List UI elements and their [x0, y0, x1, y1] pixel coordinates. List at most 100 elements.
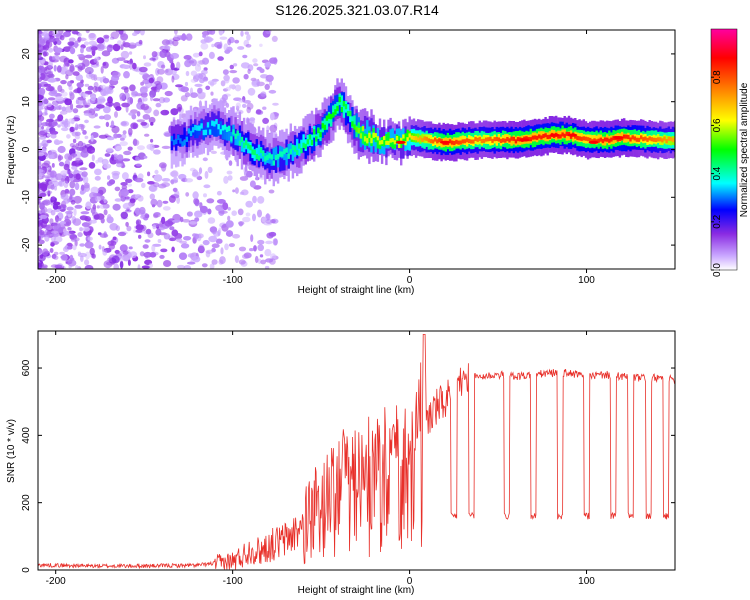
- heatmap-ridge-cell: [495, 136, 498, 141]
- heatmap-noise-blob: [174, 30, 178, 35]
- heatmap-noise-blob: [178, 252, 188, 260]
- heatmap-noise-blob: [127, 189, 134, 194]
- heatmap-ridge-cell: [304, 143, 307, 150]
- heatmap-noise-blob: [88, 32, 97, 41]
- heatmap-ridge-cell: [285, 153, 288, 166]
- heatmap-noise-blob: [129, 62, 133, 70]
- heatmap-noise-blob: [101, 50, 111, 57]
- heatmap-ridge-cell: [387, 140, 390, 145]
- heatmap-ridge-cell: [412, 136, 416, 141]
- heatmap-noise-blob: [211, 243, 220, 248]
- heatmap-noise-blob: [164, 132, 172, 137]
- heatmap-noise-blob: [72, 218, 82, 226]
- heatmap-noise-blob: [77, 140, 84, 147]
- heatmap-noise-blob: [192, 191, 199, 200]
- heatmap-noise-blob: [216, 44, 222, 49]
- heatmap-ridge-cell: [565, 131, 568, 141]
- heatmap-noise-blob: [223, 43, 229, 51]
- heatmap-noise-blob: [84, 264, 94, 269]
- heatmap-ridge-cell: [589, 137, 592, 142]
- heatmap-noise-blob: [148, 116, 156, 124]
- heatmap-noise-blob: [102, 249, 108, 256]
- heatmap-noise-blob: [38, 73, 41, 78]
- heatmap-noise-blob: [88, 162, 96, 169]
- heatmap-noise-blob: [42, 51, 48, 57]
- colorbar-tick-label: 0.8: [712, 70, 723, 84]
- heatmap-noise-blob: [67, 227, 72, 231]
- heatmap-ridge-cell: [457, 140, 460, 145]
- heatmap-noise-blob: [107, 175, 111, 180]
- heatmap-noise-blob: [192, 52, 200, 58]
- heatmap-noise-blob: [120, 120, 130, 127]
- heatmap-ridge-cell: [391, 138, 394, 143]
- heatmap-noise-blob: [222, 69, 229, 75]
- heatmap-ridge-cell: [546, 134, 549, 139]
- heatmap-noise-blob: [159, 50, 167, 58]
- colorbar-ticks: 0.0 0.2 0.4 0.6 0.8: [711, 70, 723, 277]
- heatmap-noise-blob: [215, 238, 223, 244]
- colorbar-tick-label: 0.2: [712, 214, 723, 228]
- heatmap-noise-blob: [77, 54, 85, 57]
- heatmap-noise-blob: [161, 163, 167, 172]
- heatmap-ridge-cell: [361, 132, 365, 144]
- heatmap-ridge-cell: [346, 110, 350, 117]
- heatmap-ridge-cell: [228, 125, 231, 131]
- heatmap-noise-blob: [57, 145, 66, 154]
- heatmap-noise-blob: [107, 96, 113, 104]
- heatmap-noise-blob: [210, 150, 217, 154]
- heatmap-noise-blob: [251, 80, 260, 88]
- heatmap-noise-blob: [43, 83, 52, 87]
- heatmap-ridge-cell: [257, 144, 261, 157]
- heatmap-noise-blob: [202, 34, 207, 38]
- heatmap-noise-blob: [93, 214, 100, 220]
- heatmap-noise-blob: [73, 208, 77, 217]
- heatmap-noise-blob: [54, 104, 60, 110]
- heatmap-ridge-cell: [242, 142, 246, 148]
- heatmap-noise-blob: [108, 179, 116, 185]
- heatmap-noise-blob: [181, 33, 187, 41]
- heatmap-ridge-cell: [266, 154, 269, 160]
- heatmap-ridge-cell: [330, 103, 333, 124]
- heatmap-noise-blob: [249, 248, 254, 252]
- heatmap-noise-blob: [142, 97, 148, 102]
- heatmap-noise-blob: [75, 135, 80, 140]
- heatmap-noise-blob: [176, 103, 183, 111]
- heatmap-ridge-cell: [383, 135, 386, 140]
- heatmap-noise-blob: [229, 70, 238, 74]
- heatmap-noise-blob: [150, 122, 154, 126]
- heatmap-noise-blob: [84, 241, 94, 249]
- heatmap-noise-blob: [171, 246, 175, 253]
- heatmap-noise-blob: [83, 182, 90, 189]
- heatmap-ridge-cell: [359, 126, 363, 139]
- heatmap-noise-blob: [82, 130, 87, 135]
- heatmap-noise-blob: [161, 178, 171, 182]
- heatmap-noise-blob: [232, 189, 236, 193]
- colorbar: 0.0 0.2 0.4 0.6 0.8 Normalized spectral ampl…: [710, 28, 750, 277]
- heatmap-ridge-cell: [219, 121, 222, 133]
- heatmap-ridge-cell: [642, 137, 645, 142]
- heatmap-noise-blob: [104, 153, 111, 157]
- heatmap-ridge-cell: [279, 151, 282, 157]
- heatmap-noise-blob: [103, 114, 112, 121]
- heatmap-noise-blob: [53, 236, 63, 243]
- heatmap-ridge-cell: [208, 120, 212, 132]
- heatmap-noise-blob: [117, 154, 124, 161]
- heatmap-ridge-cell: [334, 109, 337, 115]
- heatmap-noise-blob: [151, 51, 158, 58]
- heatmap-ridge-cell: [217, 124, 220, 130]
- heatmap-ridge-cell: [629, 137, 632, 142]
- heatmap-x-tick-label: 0: [407, 275, 413, 286]
- heatmap-noise-blob: [164, 90, 173, 97]
- heatmap-noise-blob: [85, 30, 90, 34]
- heatmap-ridge-cell: [302, 142, 305, 148]
- heatmap-ridge-cell: [175, 124, 178, 146]
- heatmap-noise-blob: [180, 86, 189, 93]
- heatmap-noise-blob: [123, 150, 132, 156]
- heatmap-ridge-cell: [177, 134, 180, 140]
- heatmap-noise-blob: [103, 106, 111, 114]
- heatmap-ridge-cell: [366, 138, 369, 144]
- heatmap-noise-blob: [97, 96, 106, 104]
- heatmap-noise-blob: [49, 113, 55, 119]
- heatmap-noise-blob: [73, 237, 80, 242]
- heatmap-noise-blob: [63, 65, 69, 72]
